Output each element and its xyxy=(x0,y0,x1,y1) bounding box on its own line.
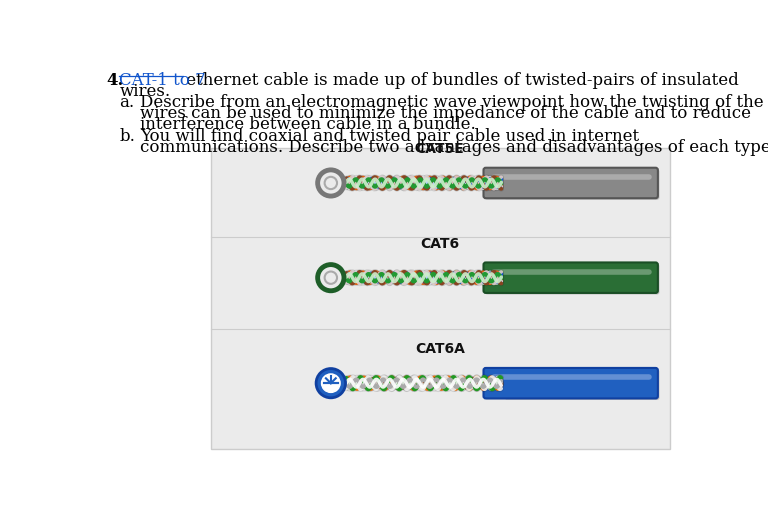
Text: CAT-1 to 7: CAT-1 to 7 xyxy=(119,72,206,89)
Text: interference between cable in a bundle.: interference between cable in a bundle. xyxy=(141,116,476,133)
Text: You will find coaxial and twisted pair cable used in internet: You will find coaxial and twisted pair c… xyxy=(141,128,639,145)
Text: wires.: wires. xyxy=(119,83,170,100)
FancyBboxPatch shape xyxy=(210,148,670,449)
Circle shape xyxy=(316,368,346,398)
Circle shape xyxy=(325,177,337,189)
FancyBboxPatch shape xyxy=(342,367,506,400)
FancyBboxPatch shape xyxy=(485,369,660,400)
FancyBboxPatch shape xyxy=(484,168,658,198)
Text: a.: a. xyxy=(119,95,134,111)
Circle shape xyxy=(318,265,344,291)
Text: CAT5E: CAT5E xyxy=(415,142,465,156)
FancyBboxPatch shape xyxy=(485,264,660,294)
Text: wires can be used to minimize the impedance of the cable and to reduce: wires can be used to minimize the impeda… xyxy=(141,105,751,122)
FancyBboxPatch shape xyxy=(484,368,658,399)
FancyBboxPatch shape xyxy=(484,263,658,293)
Circle shape xyxy=(322,374,340,392)
Text: communications. Describe two advantages and disadvantages of each type.: communications. Describe two advantages … xyxy=(141,139,768,156)
Text: CAT6: CAT6 xyxy=(421,237,460,251)
Text: ethernet cable is made up of bundles of twisted-pairs of insulated: ethernet cable is made up of bundles of … xyxy=(181,72,739,89)
Text: 4.: 4. xyxy=(107,72,124,89)
Text: Describe from an electromagnetic wave viewpoint how the twisting of the: Describe from an electromagnetic wave vi… xyxy=(141,95,764,111)
FancyBboxPatch shape xyxy=(342,262,506,294)
Text: b.: b. xyxy=(119,128,135,145)
Circle shape xyxy=(325,271,337,284)
FancyBboxPatch shape xyxy=(342,167,506,199)
Text: CAT6A: CAT6A xyxy=(415,342,465,356)
FancyBboxPatch shape xyxy=(485,169,660,200)
Circle shape xyxy=(318,170,344,196)
